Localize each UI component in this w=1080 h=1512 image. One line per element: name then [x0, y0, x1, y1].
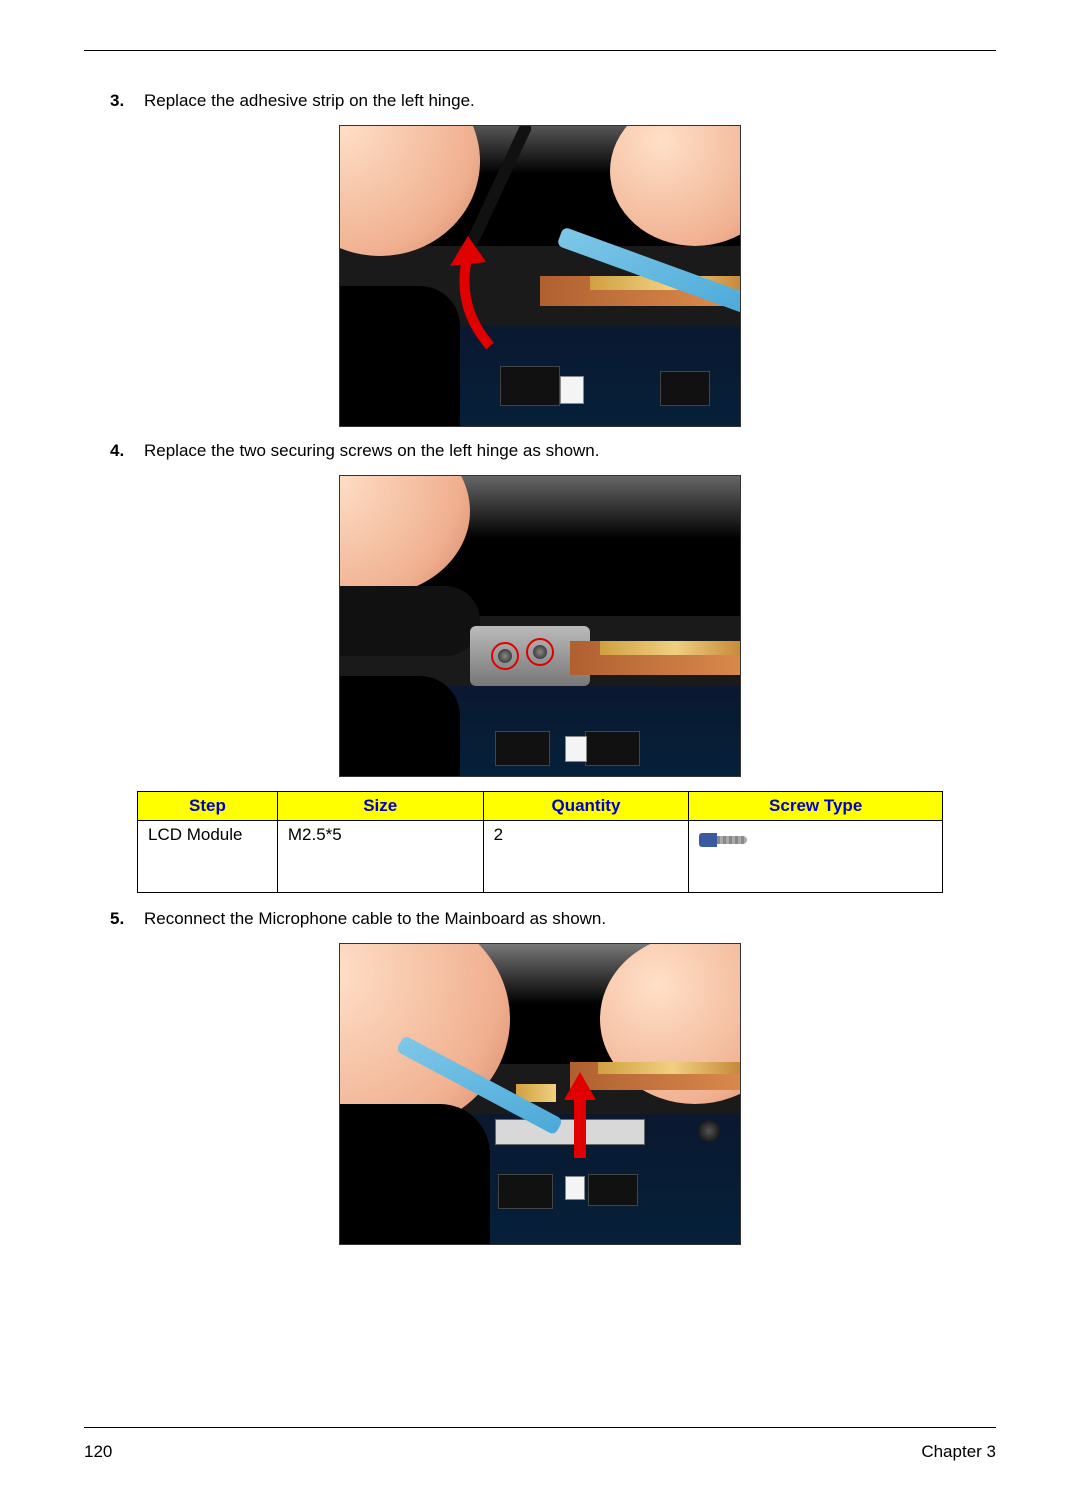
td-quantity: 2 — [483, 821, 689, 893]
table-row: LCD Module M2.5*5 2 — [138, 821, 943, 893]
th-size: Size — [277, 792, 483, 821]
td-step: LCD Module — [138, 821, 278, 893]
photo-adhesive-strip — [339, 125, 741, 427]
step-text: Reconnect the Microphone cable to the Ma… — [144, 909, 606, 929]
th-step: Step — [138, 792, 278, 821]
step-number: 5. — [110, 909, 130, 929]
step-3: 3. Replace the adhesive strip on the lef… — [84, 91, 996, 427]
photo-hinge-screws — [339, 475, 741, 777]
page-number: 120 — [84, 1442, 112, 1462]
arrow-up-icon — [564, 1072, 596, 1100]
step-text: Replace the two securing screws on the l… — [144, 441, 599, 461]
td-screw-type — [689, 821, 943, 893]
screw-icon — [699, 825, 755, 855]
step-number: 3. — [110, 91, 130, 111]
step-5: 5. Reconnect the Microphone cable to the… — [84, 909, 996, 1245]
photo-mic-cable — [339, 943, 741, 1245]
figure-step4 — [84, 475, 996, 777]
step-text: Replace the adhesive strip on the left h… — [144, 91, 475, 111]
th-quantity: Quantity — [483, 792, 689, 821]
th-screw-type: Screw Type — [689, 792, 943, 821]
footer-rule — [84, 1427, 996, 1428]
chapter-label: Chapter 3 — [921, 1442, 996, 1462]
screw-spec-table: Step Size Quantity Screw Type LCD Module… — [137, 791, 943, 893]
arrow-up-icon — [574, 1098, 586, 1158]
step-4: 4. Replace the two securing screws on th… — [84, 441, 996, 893]
figure-step5 — [84, 943, 996, 1245]
step-number: 4. — [110, 441, 130, 461]
td-size: M2.5*5 — [277, 821, 483, 893]
header-rule — [84, 50, 996, 51]
figure-step3 — [84, 125, 996, 427]
